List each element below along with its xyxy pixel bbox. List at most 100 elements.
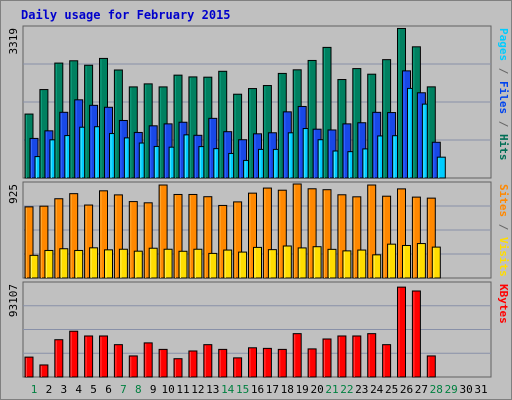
x-tick-label-day-9: 9	[150, 383, 157, 396]
bar-kbytes-day-19	[292, 333, 302, 378]
bar-files-day-15	[238, 139, 248, 179]
legend-entry: /	[497, 217, 510, 237]
bar-visits-day-9	[148, 247, 158, 279]
y-max-label: 93107	[7, 284, 20, 317]
bar-hits-day-15	[233, 93, 243, 179]
legend-entry: /	[497, 114, 510, 134]
bar-kbytes-day-10	[158, 348, 168, 378]
bar-visits-day-17	[267, 249, 277, 279]
bar-kbytes-day-27	[411, 290, 421, 378]
bar-sites-day-17	[262, 187, 272, 279]
bar-visits-day-13	[208, 252, 218, 279]
x-tick-label-day-22: 22	[340, 383, 353, 396]
bar-sites-day-18	[277, 189, 287, 279]
bar-sites-day-15	[233, 201, 243, 279]
x-tick-label-day-8: 8	[135, 383, 142, 396]
y-max-label: 925	[7, 184, 20, 204]
x-tick-label-day-23: 23	[355, 383, 368, 396]
bar-kbytes-day-13	[203, 344, 213, 378]
bar-sites-day-21	[322, 189, 332, 279]
bar-sites-day-2	[39, 205, 49, 279]
bar-sites-day-12	[188, 193, 198, 279]
bar-visits-day-20	[312, 246, 322, 279]
bar-sites-day-27	[411, 196, 421, 279]
bar-visits-day-19	[297, 247, 307, 279]
bar-kbytes-day-15	[233, 357, 243, 378]
bar-kbytes-day-22	[337, 335, 347, 378]
bar-sites-day-1	[24, 206, 34, 279]
legend-entry: KBytes	[497, 284, 510, 324]
bar-visits-day-5	[89, 247, 99, 279]
x-tick-label-day-5: 5	[90, 383, 97, 396]
bar-pages-day-28	[436, 156, 446, 179]
legend-kbytes: KBytes	[497, 284, 510, 324]
x-tick-label-day-10: 10	[161, 383, 174, 396]
bar-sites-day-24	[367, 184, 377, 279]
legend-entry: Sites	[497, 184, 510, 217]
x-tick-label-day-2: 2	[46, 383, 53, 396]
x-tick-label-day-16: 16	[251, 383, 264, 396]
bar-kbytes-day-6	[99, 335, 108, 378]
bar-visits-day-16	[253, 246, 262, 279]
bar-sites-day-9	[143, 202, 153, 279]
y-max-label: 3319	[7, 28, 20, 55]
bar-visits-day-25	[387, 243, 397, 279]
bar-kbytes-day-20	[307, 348, 317, 378]
x-tick-label-day-25: 25	[385, 383, 398, 396]
x-tick-label-day-12: 12	[191, 383, 204, 396]
bar-sites-day-20	[307, 188, 317, 279]
bar-hits-day-16	[248, 88, 257, 179]
bar-hits-day-20	[307, 59, 317, 179]
bar-visits-day-23	[357, 249, 367, 279]
legend-entry: Visits	[497, 237, 510, 277]
bar-kbytes-day-18	[277, 348, 287, 378]
bar-visits-day-4	[74, 249, 84, 279]
bar-sites-day-16	[248, 192, 257, 279]
bar-kbytes-day-11	[173, 358, 183, 378]
bar-sites-day-3	[54, 198, 64, 279]
x-tick-label-day-14: 14	[221, 383, 235, 396]
bar-sites-day-28	[426, 197, 436, 279]
x-tick-label-day-29: 29	[445, 383, 458, 396]
x-tick-label-day-15: 15	[236, 383, 249, 396]
bar-hits-day-12	[188, 76, 198, 179]
bar-sites-day-10	[158, 184, 168, 279]
bar-kbytes-day-17	[262, 347, 272, 378]
bar-sites-day-22	[337, 194, 347, 279]
legend-entry: Pages	[497, 28, 510, 61]
legend-visits-sites: Sites / Visits	[497, 184, 510, 277]
bar-kbytes-day-12	[188, 350, 198, 378]
bar-hits-day-28	[426, 86, 436, 179]
bar-visits-day-3	[59, 248, 69, 279]
x-tick-label-day-7: 7	[120, 383, 127, 396]
bar-kbytes-day-26	[397, 286, 406, 378]
bar-sites-day-6	[99, 190, 108, 279]
bar-sites-day-26	[397, 188, 406, 279]
bar-kbytes-day-3	[54, 339, 64, 378]
x-tick-label-day-28: 28	[430, 383, 443, 396]
bar-kbytes-day-4	[69, 330, 79, 378]
bar-sites-day-13	[203, 196, 213, 279]
bar-visits-day-10	[163, 248, 173, 279]
bar-sites-day-8	[128, 201, 138, 279]
legend-entry: Files	[497, 81, 510, 114]
bar-hits-day-14	[218, 70, 228, 179]
bar-kbytes-day-14	[218, 348, 228, 378]
bar-sites-day-14	[218, 204, 228, 279]
bar-visits-day-26	[402, 244, 411, 279]
bar-hits-day-21	[322, 46, 332, 179]
bar-sites-day-19	[292, 183, 302, 279]
bar-kbytes-day-28	[426, 355, 436, 378]
bar-sites-day-25	[382, 195, 392, 279]
bar-kbytes-day-24	[367, 333, 377, 378]
bar-kbytes-day-16	[248, 347, 257, 378]
bar-visits-day-1	[29, 254, 39, 279]
bar-visits-day-15	[238, 251, 248, 279]
bar-visits-day-11	[178, 250, 188, 279]
x-tick-label-day-31: 31	[474, 383, 487, 396]
bar-kbytes-day-1	[24, 356, 34, 378]
bar-kbytes-day-21	[322, 338, 332, 378]
chart-title: Daily usage for February 2015	[21, 8, 231, 22]
